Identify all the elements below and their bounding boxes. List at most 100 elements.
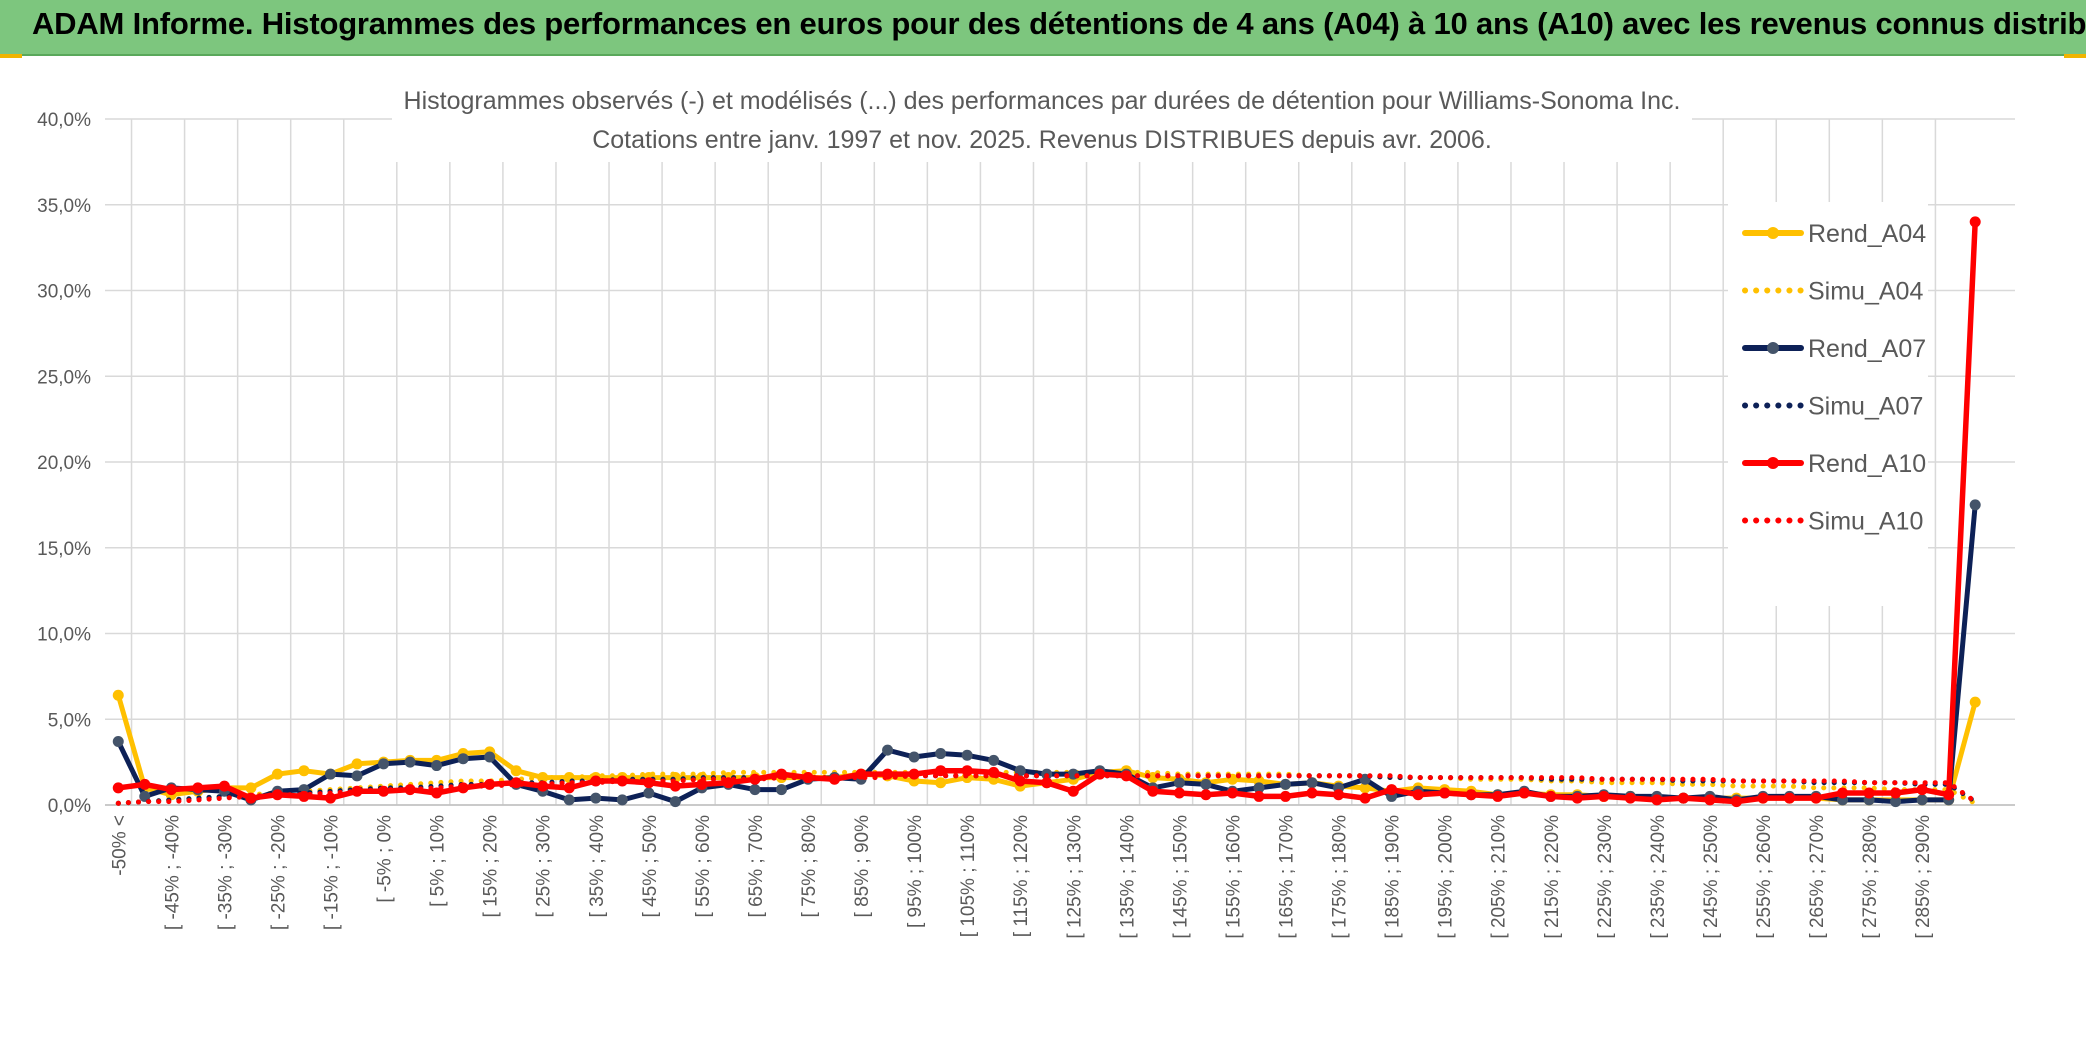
data-point-rend_a10: [324, 792, 336, 804]
data-point-rend_a04: [112, 689, 124, 701]
legend-background: [1728, 202, 1928, 606]
data-point-rend_a07: [431, 760, 443, 772]
x-tick-label: -50% <: [109, 815, 130, 876]
x-tick-label: [ 285% ; 290%: [1913, 815, 1934, 939]
data-point-rend_a07: [457, 753, 469, 765]
x-tick-label: [ 145% ; 150%: [1170, 815, 1191, 939]
data-point-rend_a07: [935, 748, 947, 760]
data-point-rend_a10: [218, 780, 230, 792]
y-tick-label: 20,0%: [37, 453, 91, 474]
legend-label-rend_a10: Rend_A10: [1808, 450, 1926, 478]
data-point-rend_a10: [1677, 792, 1689, 804]
data-point-rend_a07: [404, 756, 416, 768]
corner-accent-left: [0, 54, 22, 58]
data-point-rend_a10: [1253, 790, 1265, 802]
x-tick-label: [ 5% ; 10%: [428, 815, 449, 907]
data-point-rend_a10: [1916, 784, 1928, 796]
x-tick-label: [ -45% ; -40%: [162, 815, 183, 930]
data-point-rend_a10: [431, 787, 443, 799]
data-point-rend_a10: [1333, 789, 1345, 801]
data-point-rend_a10: [1147, 785, 1159, 797]
corner-accent-right: [2064, 54, 2086, 58]
data-point-rend_a10: [192, 782, 204, 794]
legend-marker-rend_a04: [1767, 227, 1779, 239]
data-point-rend_a10: [1412, 789, 1424, 801]
y-tick-label: 35,0%: [37, 196, 91, 217]
data-point-rend_a10: [1041, 777, 1053, 789]
x-tick-label: [ 95% ; 100%: [905, 815, 926, 928]
data-point-rend_a07: [1014, 765, 1026, 777]
y-tick-label: 0,0%: [48, 796, 91, 817]
data-point-rend_a04: [935, 777, 947, 789]
data-point-rend_a10: [1730, 796, 1742, 808]
x-tick-label: [ 275% ; 280%: [1860, 815, 1881, 939]
data-point-rend_a10: [1624, 792, 1636, 804]
x-tick-label: [ 35% ; 40%: [587, 815, 608, 918]
data-point-rend_a07: [775, 784, 787, 796]
data-point-rend_a07: [1279, 778, 1291, 790]
legend-label-rend_a07: Rend_A07: [1808, 335, 1926, 363]
data-point-rend_a10: [1518, 787, 1530, 799]
data-point-rend_a10: [1279, 790, 1291, 802]
y-tick-label: 30,0%: [37, 282, 91, 303]
data-point-rend_a10: [1863, 787, 1875, 799]
data-point-rend_a10: [1173, 787, 1185, 799]
data-point-rend_a07: [908, 751, 920, 763]
data-point-rend_a07: [1969, 499, 1981, 511]
data-point-rend_a07: [378, 758, 390, 770]
x-tick-label: [ 85% ; 90%: [852, 815, 873, 918]
data-point-rend_a04: [1359, 782, 1371, 794]
x-tick-label: [ 55% ; 60%: [693, 815, 714, 918]
page-header: ADAM Informe. Histogrammes des performan…: [0, 0, 2086, 56]
y-tick-label: 25,0%: [37, 367, 91, 388]
data-point-rend_a07: [643, 787, 655, 799]
x-tick-label: [ 105% ; 110%: [958, 815, 979, 937]
data-point-rend_a10: [935, 765, 947, 777]
y-tick-label: 40,0%: [37, 110, 91, 131]
data-point-rend_a10: [696, 778, 708, 790]
data-point-rend_a07: [616, 794, 628, 806]
x-tick-label: [ 45% ; 50%: [640, 815, 661, 918]
x-tick-label: [ 25% ; 30%: [534, 815, 555, 918]
legend-label-simu_a07: Simu_A07: [1808, 393, 1923, 421]
data-point-rend_a10: [1598, 790, 1610, 802]
x-tick-label: [ 245% ; 250%: [1701, 815, 1722, 939]
x-tick-label: [ 235% ; 240%: [1648, 815, 1669, 939]
chart-title-background: [392, 78, 1692, 162]
data-point-rend_a07: [484, 751, 496, 763]
data-point-rend_a10: [1757, 792, 1769, 804]
data-point-rend_a10: [1439, 787, 1451, 799]
x-tick-label: [ 185% ; 190%: [1383, 815, 1404, 939]
data-point-rend_a04: [1969, 696, 1981, 708]
data-point-rend_a10: [1943, 789, 1955, 801]
x-tick-label: [ -15% ; -10%: [321, 815, 342, 930]
x-tick-label: [ -35% ; -30%: [215, 815, 236, 930]
x-tick-label: [ 175% ; 180%: [1330, 815, 1351, 939]
data-point-rend_a10: [351, 785, 363, 797]
x-tick-label: [ 205% ; 210%: [1489, 815, 1510, 939]
x-tick-label: [ 265% ; 270%: [1807, 815, 1828, 939]
data-point-rend_a07: [563, 794, 575, 806]
data-point-rend_a10: [1465, 789, 1477, 801]
data-point-rend_a10: [1969, 216, 1981, 228]
data-point-rend_a10: [1306, 787, 1318, 799]
data-point-rend_a04: [351, 758, 363, 770]
data-point-rend_a04: [298, 765, 310, 777]
page-title: ADAM Informe. Histogrammes des performan…: [32, 6, 2086, 41]
data-point-rend_a07: [961, 749, 973, 761]
data-point-rend_a07: [324, 768, 336, 780]
data-point-rend_a07: [1173, 777, 1185, 789]
data-point-rend_a10: [1359, 792, 1371, 804]
data-point-rend_a10: [1837, 787, 1849, 799]
data-point-rend_a10: [1651, 794, 1663, 806]
data-point-rend_a10: [1704, 794, 1716, 806]
data-point-rend_a07: [749, 784, 761, 796]
x-tick-label: [ 125% ; 130%: [1064, 815, 1085, 939]
data-point-rend_a04: [510, 765, 522, 777]
data-point-rend_a07: [1306, 777, 1318, 789]
data-point-rend_a10: [1545, 790, 1557, 802]
data-point-rend_a10: [1014, 775, 1026, 787]
chart: 0,0% 5,0% 10,0% 15,0% 20,0% 25,0% 30,0% 35,0% 40…: [37, 78, 2015, 939]
x-tick-label: [ 15% ; 20%: [481, 815, 502, 918]
data-point-rend_a10: [1200, 789, 1212, 801]
